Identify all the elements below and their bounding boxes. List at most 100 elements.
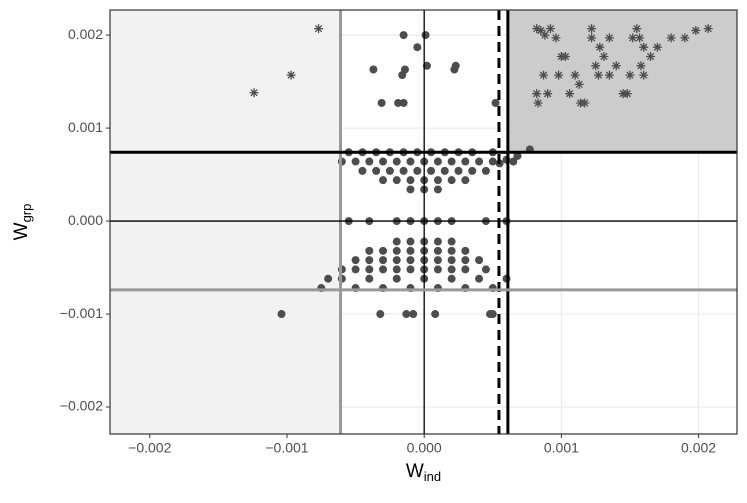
point [406, 237, 415, 246]
point [440, 166, 449, 175]
point [392, 157, 401, 166]
x-tick-label: −0.001 [265, 440, 308, 456]
point [379, 246, 388, 255]
point [513, 151, 522, 160]
point [639, 42, 649, 52]
point [447, 246, 456, 255]
point [369, 65, 378, 74]
point [365, 274, 374, 283]
plot [110, 10, 737, 434]
y-axis-label: Wgrp [11, 204, 34, 241]
point [488, 157, 497, 166]
point [680, 33, 690, 43]
point [587, 24, 597, 34]
y-tick-label: 0.000 [68, 212, 103, 228]
point [433, 157, 442, 166]
point [433, 265, 442, 274]
point [599, 51, 609, 61]
y-tick-label: −0.001 [60, 305, 103, 321]
point [561, 51, 571, 61]
point [461, 265, 470, 274]
point [406, 185, 415, 194]
y-tick-label: 0.002 [68, 26, 103, 42]
point [392, 237, 401, 246]
point [652, 42, 662, 52]
point [468, 166, 477, 175]
point [454, 166, 463, 175]
point [540, 30, 550, 40]
point [372, 166, 381, 175]
point [379, 265, 388, 274]
x-tick-label: 0.000 [407, 440, 442, 456]
point [314, 24, 324, 34]
point [475, 157, 484, 166]
y-tick-label: −0.002 [60, 398, 103, 414]
point [427, 166, 436, 175]
point [703, 24, 713, 34]
point [431, 310, 440, 319]
point [351, 265, 360, 274]
point [433, 237, 442, 246]
panel-border [109, 9, 738, 435]
point [639, 70, 649, 80]
point [447, 256, 456, 265]
point [406, 176, 415, 185]
point [413, 166, 422, 175]
point [604, 70, 614, 80]
point [587, 33, 597, 43]
point [365, 265, 374, 274]
point [461, 246, 470, 255]
point [413, 43, 422, 52]
point [447, 157, 456, 166]
point [539, 70, 549, 80]
point [451, 61, 460, 70]
point [406, 256, 415, 265]
point [461, 157, 470, 166]
point [249, 88, 259, 98]
x-tick-label: 0.002 [681, 440, 716, 456]
point [481, 265, 490, 274]
y-axis-label-main: W [11, 222, 32, 240]
point [365, 256, 374, 265]
point [447, 274, 456, 283]
point [392, 256, 401, 265]
point [595, 42, 605, 52]
point [399, 166, 408, 175]
point [635, 33, 645, 43]
point [570, 70, 580, 80]
point [392, 265, 401, 274]
point [399, 31, 408, 40]
point [622, 89, 632, 99]
y-axis-label-sub: grp [19, 204, 34, 223]
x-tick-label: 0.001 [544, 440, 579, 456]
point [433, 176, 442, 185]
point [421, 31, 430, 40]
point [533, 98, 543, 108]
point [551, 33, 561, 43]
point [666, 33, 676, 43]
point [481, 166, 490, 175]
point [447, 176, 456, 185]
point [488, 310, 497, 319]
point [351, 256, 360, 265]
point [324, 274, 333, 283]
point [433, 185, 442, 194]
point [385, 166, 394, 175]
point [636, 61, 646, 71]
point [377, 98, 386, 107]
point [625, 70, 635, 80]
point [632, 24, 642, 34]
x-tick-label: −0.002 [128, 440, 171, 456]
x-axis-label-main: W [406, 461, 424, 482]
point [447, 237, 456, 246]
point [376, 310, 385, 319]
point [277, 310, 286, 319]
point [399, 98, 408, 107]
point [611, 61, 621, 71]
point [509, 157, 518, 166]
point [422, 61, 431, 70]
point [461, 256, 470, 265]
y-tick-label: 0.001 [68, 119, 103, 135]
region [110, 10, 341, 434]
